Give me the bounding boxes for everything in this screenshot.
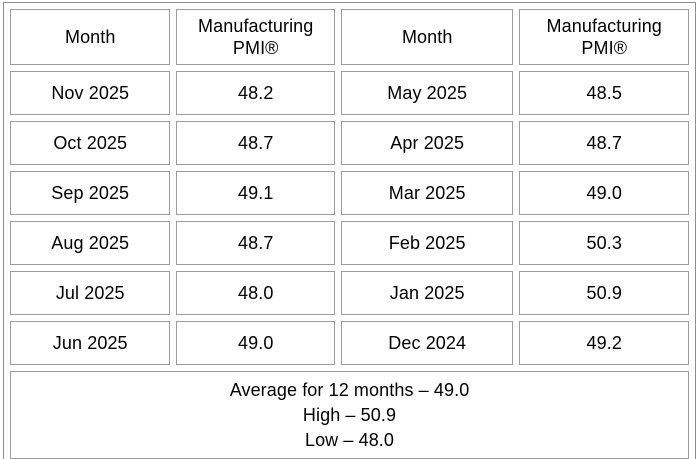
header-pmi-left: Manufacturing PMI®	[176, 9, 335, 65]
summary-row: Average for 12 months – 49.0 High – 50.9…	[10, 371, 689, 459]
header-pmi-right: Manufacturing PMI®	[519, 9, 689, 65]
table-row: Aug 2025 48.7 Feb 2025 50.3	[10, 221, 689, 265]
month-cell: Dec 2024	[340, 321, 514, 365]
pmi-cell: 48.7	[176, 121, 335, 165]
table-row: Nov 2025 48.2 May 2025 48.5	[10, 71, 689, 115]
pmi-cell: 50.9	[519, 271, 689, 315]
pmi-table: Month Manufacturing PMI® Month Manufactu…	[3, 2, 696, 459]
month-cell: May 2025	[340, 71, 514, 115]
summary-high: High – 50.9	[302, 404, 397, 425]
table-row: Jul 2025 48.0 Jan 2025 50.9	[10, 271, 689, 315]
header-row: Month Manufacturing PMI® Month Manufactu…	[10, 9, 689, 65]
month-cell: Apr 2025	[340, 121, 514, 165]
summary-average: Average for 12 months – 49.0	[229, 379, 470, 400]
pmi-cell: 48.7	[176, 221, 335, 265]
header-month-right: Month	[340, 9, 514, 65]
pmi-cell: 49.2	[519, 321, 689, 365]
summary-low: Low – 48.0	[304, 429, 395, 450]
table-row: Oct 2025 48.7 Apr 2025 48.7	[10, 121, 689, 165]
month-cell: Sep 2025	[10, 171, 171, 215]
month-cell: Aug 2025	[10, 221, 171, 265]
month-cell: Jun 2025	[10, 321, 171, 365]
pmi-cell: 49.1	[176, 171, 335, 215]
pmi-cell: 49.0	[176, 321, 335, 365]
pmi-cell: 50.3	[519, 221, 689, 265]
month-cell: Nov 2025	[10, 71, 171, 115]
pmi-cell: 49.0	[519, 171, 689, 215]
month-cell: Jan 2025	[340, 271, 514, 315]
pmi-cell: 48.5	[519, 71, 689, 115]
pmi-cell: 48.2	[176, 71, 335, 115]
month-cell: Mar 2025	[340, 171, 514, 215]
month-cell: Feb 2025	[340, 221, 514, 265]
table-row: Jun 2025 49.0 Dec 2024 49.2	[10, 321, 689, 365]
header-month-left: Month	[10, 9, 171, 65]
month-cell: Jul 2025	[10, 271, 171, 315]
month-cell: Oct 2025	[10, 121, 171, 165]
table-row: Sep 2025 49.1 Mar 2025 49.0	[10, 171, 689, 215]
summary-cell: Average for 12 months – 49.0 High – 50.9…	[10, 371, 689, 459]
pmi-cell: 48.7	[519, 121, 689, 165]
pmi-cell: 48.0	[176, 271, 335, 315]
